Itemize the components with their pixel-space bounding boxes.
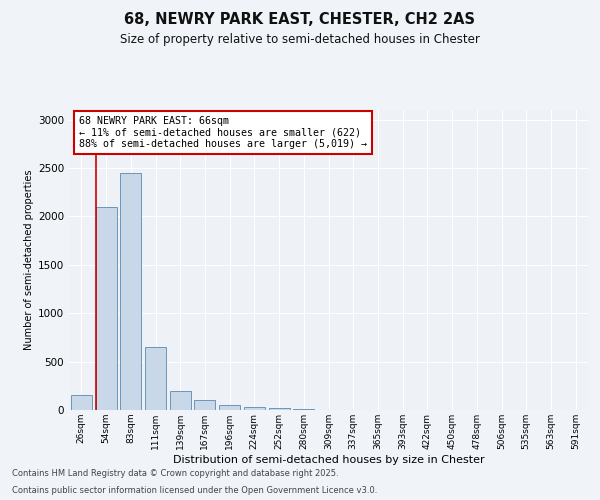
Text: 68, NEWRY PARK EAST, CHESTER, CH2 2AS: 68, NEWRY PARK EAST, CHESTER, CH2 2AS <box>125 12 476 28</box>
Y-axis label: Number of semi-detached properties: Number of semi-detached properties <box>24 170 34 350</box>
Bar <box>170 390 191 410</box>
Bar <box>219 405 240 410</box>
X-axis label: Distribution of semi-detached houses by size in Chester: Distribution of semi-detached houses by … <box>173 454 484 464</box>
Bar <box>244 407 265 410</box>
Bar <box>269 408 290 410</box>
Text: Contains public sector information licensed under the Open Government Licence v3: Contains public sector information licen… <box>12 486 377 495</box>
Bar <box>194 400 215 410</box>
Bar <box>293 409 314 410</box>
Bar <box>145 347 166 410</box>
Bar <box>95 207 116 410</box>
Text: 68 NEWRY PARK EAST: 66sqm
← 11% of semi-detached houses are smaller (622)
88% of: 68 NEWRY PARK EAST: 66sqm ← 11% of semi-… <box>79 116 367 149</box>
Bar <box>71 396 92 410</box>
Text: Contains HM Land Registry data © Crown copyright and database right 2025.: Contains HM Land Registry data © Crown c… <box>12 468 338 477</box>
Text: Size of property relative to semi-detached houses in Chester: Size of property relative to semi-detach… <box>120 32 480 46</box>
Bar <box>120 173 141 410</box>
